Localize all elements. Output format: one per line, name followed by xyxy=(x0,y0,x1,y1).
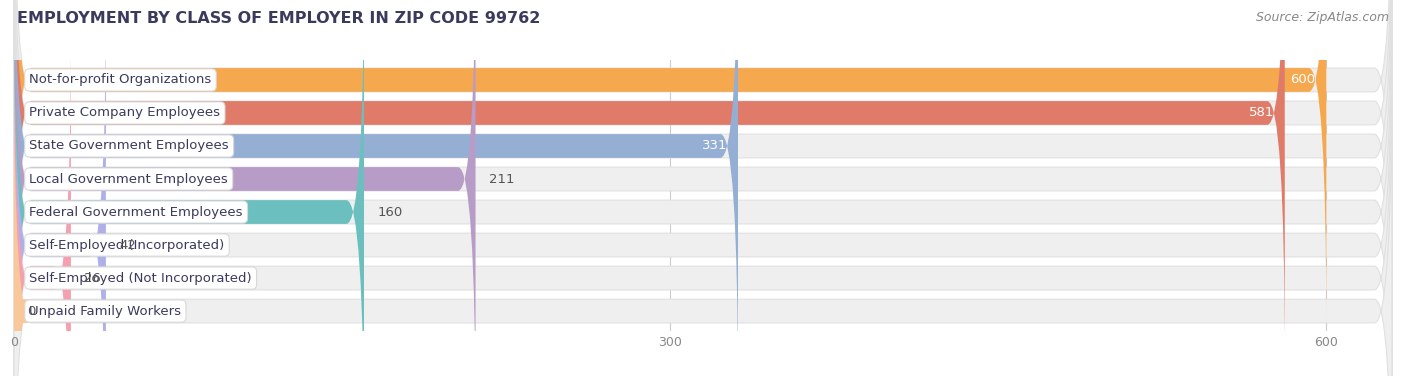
Text: 160: 160 xyxy=(377,206,402,218)
Text: Local Government Employees: Local Government Employees xyxy=(30,173,228,185)
Text: EMPLOYMENT BY CLASS OF EMPLOYER IN ZIP CODE 99762: EMPLOYMENT BY CLASS OF EMPLOYER IN ZIP C… xyxy=(17,11,540,26)
Text: Private Company Employees: Private Company Employees xyxy=(30,106,221,120)
Text: 0: 0 xyxy=(27,305,35,318)
FancyBboxPatch shape xyxy=(14,0,1392,332)
Text: 581: 581 xyxy=(1249,106,1274,120)
Text: 600: 600 xyxy=(1291,73,1316,86)
Text: 42: 42 xyxy=(120,238,136,252)
Text: 26: 26 xyxy=(84,271,101,285)
FancyBboxPatch shape xyxy=(14,26,1392,376)
FancyBboxPatch shape xyxy=(14,0,1392,376)
Text: Unpaid Family Workers: Unpaid Family Workers xyxy=(30,305,181,318)
FancyBboxPatch shape xyxy=(14,0,1392,376)
Text: 211: 211 xyxy=(489,173,515,185)
Text: Self-Employed (Not Incorporated): Self-Employed (Not Incorporated) xyxy=(30,271,252,285)
FancyBboxPatch shape xyxy=(14,0,1392,376)
FancyBboxPatch shape xyxy=(14,0,105,376)
Text: Not-for-profit Organizations: Not-for-profit Organizations xyxy=(30,73,212,86)
FancyBboxPatch shape xyxy=(14,0,475,376)
Text: Source: ZipAtlas.com: Source: ZipAtlas.com xyxy=(1256,11,1389,24)
FancyBboxPatch shape xyxy=(0,59,31,376)
Text: Self-Employed (Incorporated): Self-Employed (Incorporated) xyxy=(30,238,225,252)
Text: 331: 331 xyxy=(702,139,727,153)
Text: Federal Government Employees: Federal Government Employees xyxy=(30,206,243,218)
FancyBboxPatch shape xyxy=(14,0,1326,332)
FancyBboxPatch shape xyxy=(14,0,738,376)
FancyBboxPatch shape xyxy=(14,26,70,376)
FancyBboxPatch shape xyxy=(14,0,1285,365)
FancyBboxPatch shape xyxy=(14,0,1392,376)
FancyBboxPatch shape xyxy=(14,59,1392,376)
Text: State Government Employees: State Government Employees xyxy=(30,139,229,153)
FancyBboxPatch shape xyxy=(14,0,1392,365)
FancyBboxPatch shape xyxy=(14,0,364,376)
